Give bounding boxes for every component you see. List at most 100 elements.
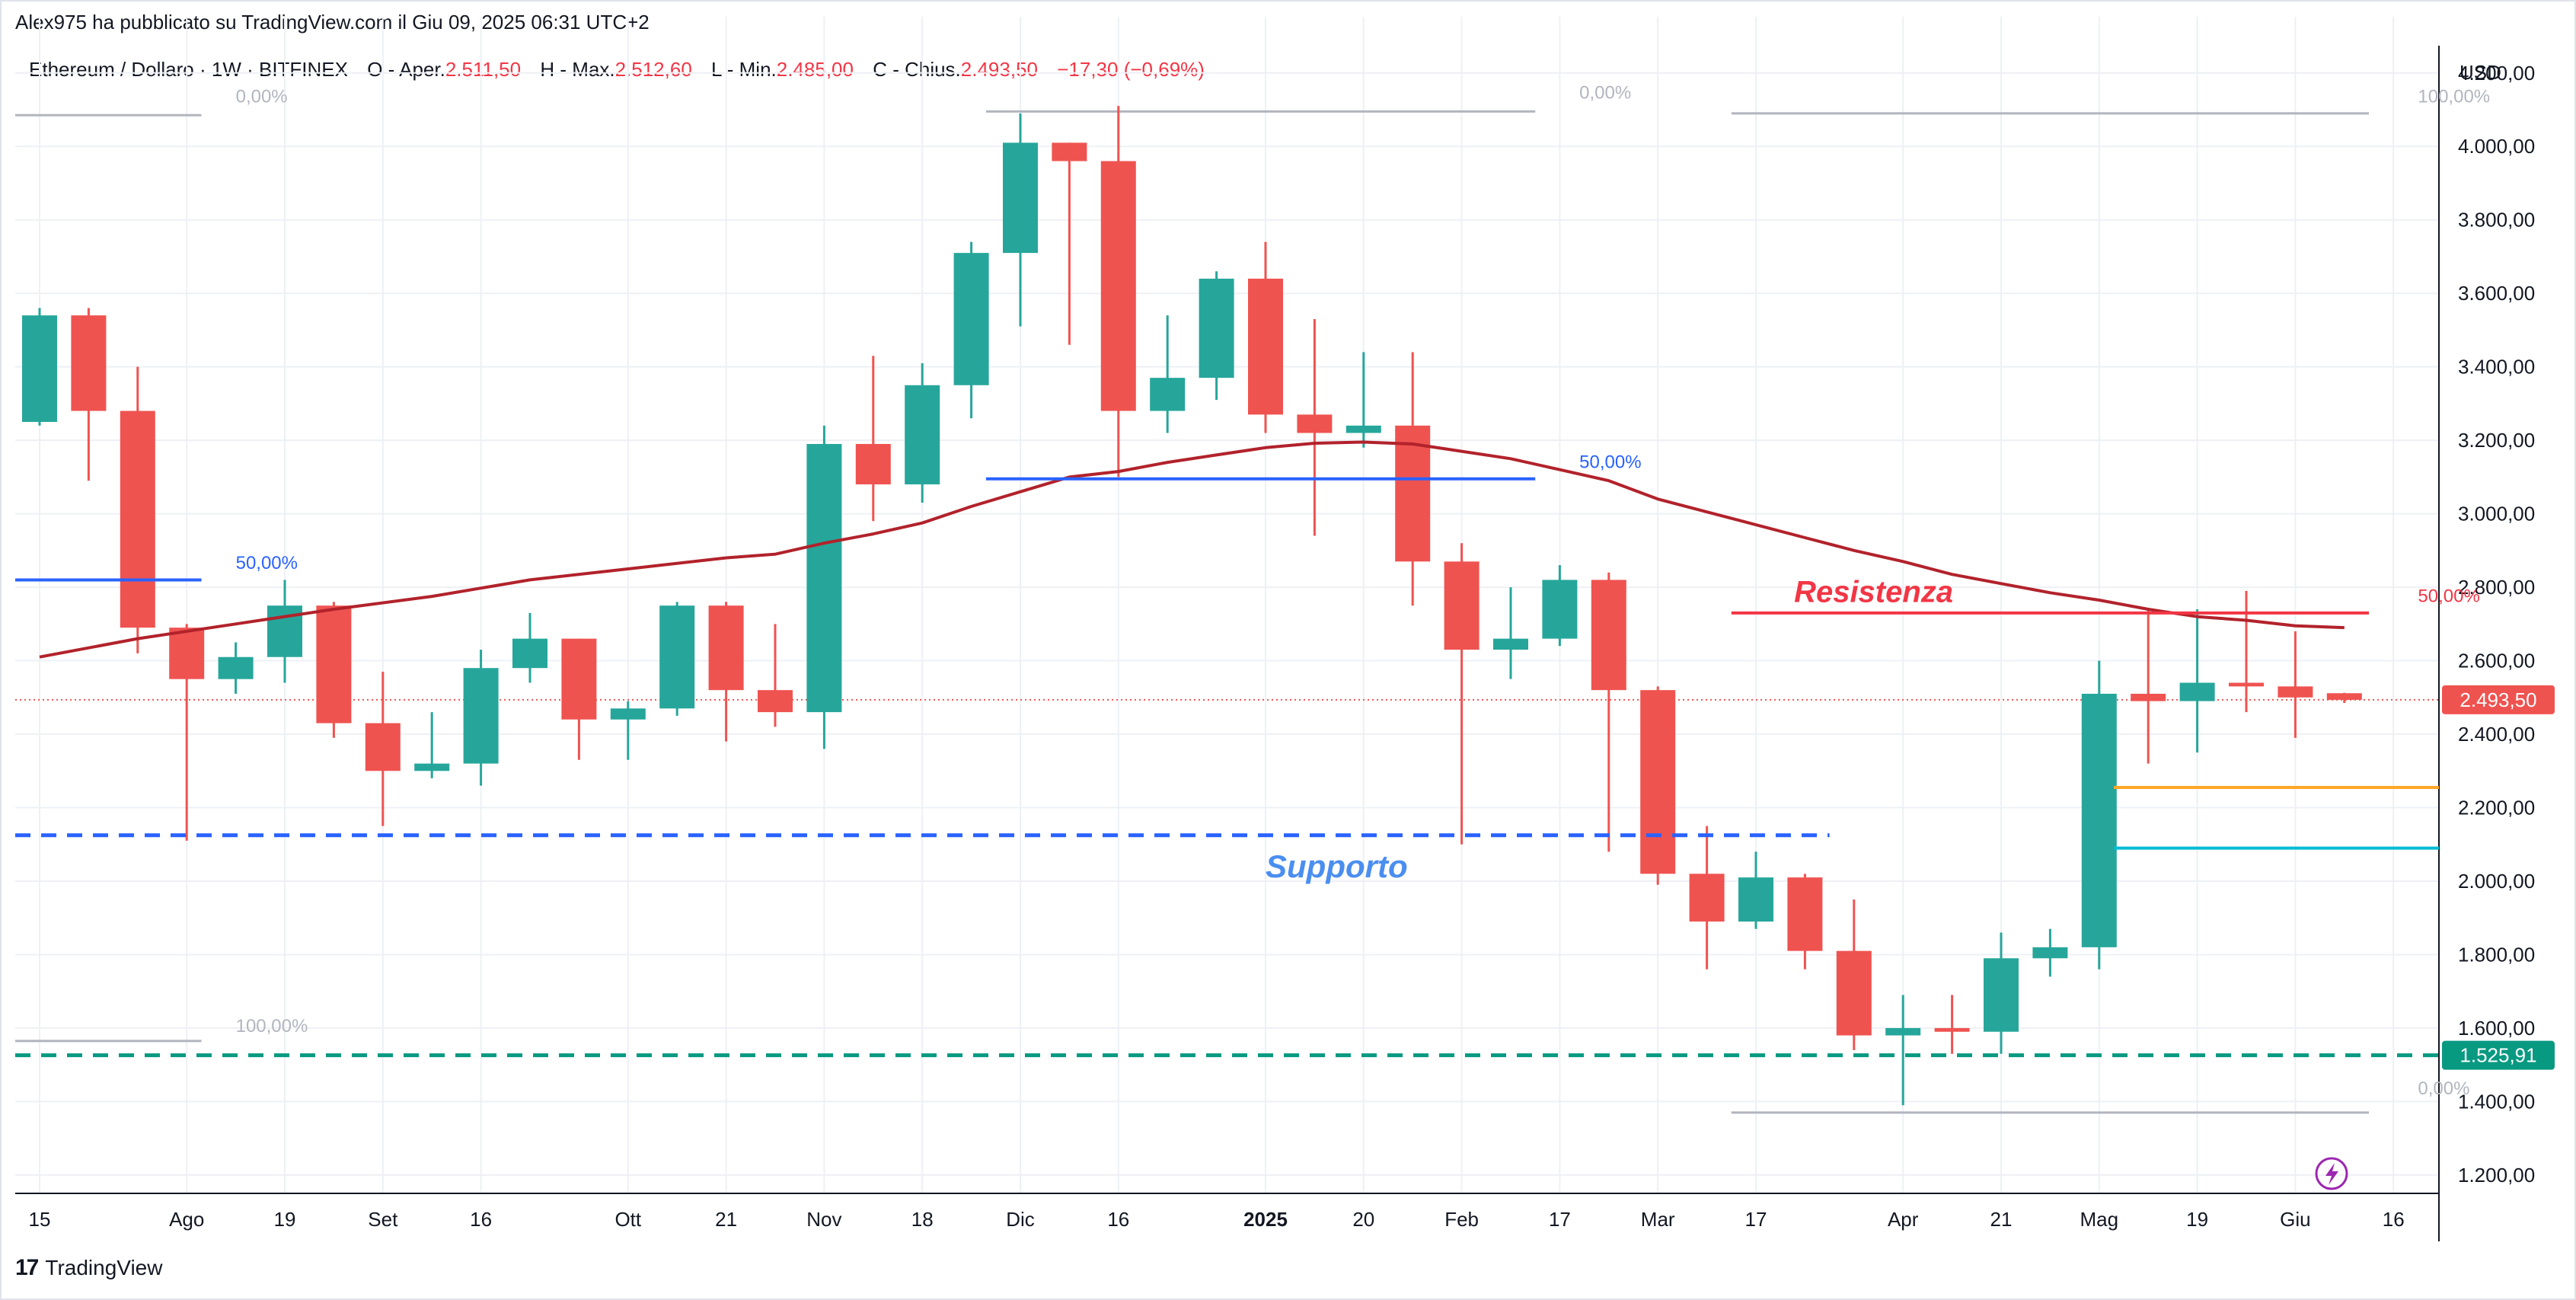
candle-body — [1836, 950, 1872, 1036]
candle — [267, 580, 302, 683]
candle — [905, 363, 940, 503]
candle — [953, 241, 989, 419]
candle — [1100, 106, 1136, 478]
candle-body — [1444, 561, 1480, 650]
candle — [1885, 995, 1921, 1106]
x-tick-label: 17 — [1745, 1208, 1767, 1231]
candle — [512, 612, 547, 683]
candle-body — [1689, 874, 1725, 922]
candle-body — [758, 690, 793, 713]
y-tick-label: 3.800,00 — [2458, 209, 2535, 232]
y-tick-label: 1.800,00 — [2458, 943, 2535, 966]
candle-body — [1248, 278, 1283, 415]
y-tick-label: 3.400,00 — [2458, 356, 2535, 379]
x-tick-label: 2025 — [1243, 1208, 1288, 1231]
candle-body — [1297, 414, 1333, 433]
x-tick-label: 18 — [911, 1208, 934, 1231]
candle — [1150, 315, 1186, 433]
y-tick-label: 2.600,00 — [2458, 650, 2535, 672]
candle-body — [855, 443, 891, 485]
candle — [169, 624, 205, 841]
candle-body — [1885, 1027, 1921, 1036]
candle — [1984, 932, 2019, 1054]
y-tick-label: 3.200,00 — [2458, 429, 2535, 452]
candle — [2229, 590, 2264, 713]
candle — [1444, 543, 1480, 845]
x-tick-label: Ott — [614, 1208, 641, 1231]
fib-percent-label: 100,00% — [236, 1016, 308, 1036]
candle — [71, 308, 107, 481]
x-tick-label: Apr — [1888, 1208, 1919, 1231]
price-axis-label: 1.525,91 — [2442, 1040, 2555, 1070]
candle — [414, 712, 450, 778]
x-tick-label: 16 — [470, 1208, 492, 1231]
x-tick-label: 21 — [715, 1208, 737, 1231]
symbol-name[interactable]: Ethereum / Dollaro · 1W · BITFINEX — [29, 58, 348, 81]
candle — [1591, 572, 1626, 852]
candle-body — [2326, 693, 2362, 700]
candle-body — [708, 605, 744, 691]
candle — [2278, 631, 2313, 738]
low-label: L - Min. — [711, 58, 777, 81]
candle — [2179, 609, 2215, 753]
candle-body — [1591, 580, 1626, 691]
candle — [1493, 587, 1528, 679]
x-tick-label: Nov — [806, 1208, 841, 1231]
lightning-icon[interactable] — [2315, 1157, 2348, 1190]
lightning-circle — [2315, 1157, 2348, 1190]
open-label: O - Aper. — [367, 58, 445, 81]
candle — [758, 624, 793, 727]
brand-name: TradingView — [45, 1256, 163, 1279]
candle — [1836, 899, 1872, 1050]
candle-body — [1150, 378, 1186, 411]
price-label-text: 2.493,50 — [2459, 688, 2536, 711]
candle — [2032, 928, 2068, 977]
x-tick-label: Feb — [1444, 1208, 1479, 1231]
price-axis-label: 2.493,50 — [2442, 685, 2555, 714]
currency-label[interactable]: USD — [2459, 61, 2501, 84]
x-tick-label: 20 — [1352, 1208, 1374, 1231]
candle — [1003, 113, 1038, 327]
candle — [2081, 660, 2117, 969]
tradingview-logo: 17 — [15, 1255, 39, 1280]
y-tick-label: 3.600,00 — [2458, 282, 2535, 305]
x-tick-label: 21 — [1990, 1208, 2013, 1231]
price-label-bg — [2442, 685, 2555, 714]
x-tick-label: 16 — [1107, 1208, 1129, 1231]
y-tick-label: 1.400,00 — [2458, 1090, 2535, 1113]
y-tick-label: 2.400,00 — [2458, 723, 2535, 746]
publish-info: Alex975 ha pubblicato su TradingView.com… — [15, 11, 650, 34]
candle — [1787, 874, 1823, 969]
candle-body — [120, 410, 155, 628]
candle — [855, 356, 891, 522]
candle — [1345, 352, 1381, 448]
fib-percent-label: Supporto — [1266, 848, 1408, 884]
y-tick-label: 2.800,00 — [2458, 576, 2535, 599]
fib-percent-label: 50,00% — [236, 553, 298, 573]
low-value: 2.485,00 — [776, 58, 854, 81]
fib-percent-label: 0,00% — [2418, 1078, 2469, 1099]
candle — [218, 642, 254, 694]
candle-body — [2278, 686, 2313, 698]
fib-percent-label: 0,00% — [1579, 83, 1631, 104]
annotation-label: Resistenza — [1794, 575, 1953, 608]
candle-body — [512, 638, 547, 669]
candle-body — [1199, 278, 1234, 379]
x-tick-label: Mag — [2080, 1208, 2119, 1231]
candle — [806, 425, 842, 749]
candle-body — [1934, 1027, 1970, 1032]
x-tick-label: 19 — [274, 1208, 296, 1231]
moving-average-line — [39, 440, 2345, 659]
candle-body — [463, 668, 499, 764]
candle-body — [1345, 425, 1381, 433]
candle-body — [806, 443, 842, 713]
candle-body — [905, 385, 940, 485]
tradingview-brand[interactable]: 17 TradingView — [15, 1255, 162, 1281]
candle — [1640, 686, 1676, 885]
close-label: C - Chius. — [873, 58, 961, 81]
fib-percent-label: 100,00% — [2418, 86, 2490, 107]
y-tick-label: 1.200,00 — [2458, 1164, 2535, 1187]
x-tick-label: 17 — [1549, 1208, 1571, 1231]
